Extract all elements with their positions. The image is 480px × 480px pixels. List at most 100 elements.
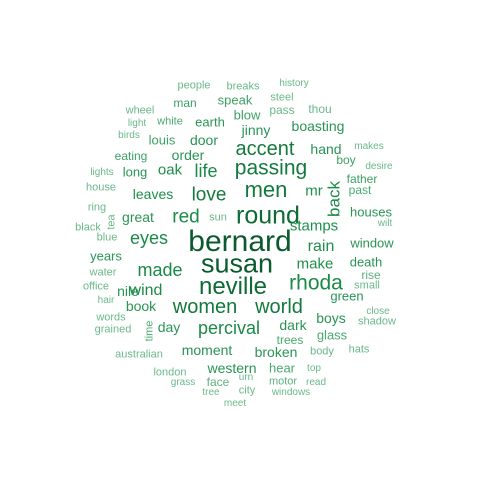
word-long: long xyxy=(122,164,148,180)
word-grass: grass xyxy=(170,377,196,388)
word-leaves: leaves xyxy=(132,186,174,202)
word-tea: tea xyxy=(105,214,118,230)
word-houses: houses xyxy=(350,204,392,220)
word-motor: motor xyxy=(268,375,298,388)
word-body: body xyxy=(310,345,334,358)
word-wilt: wilt xyxy=(377,218,393,229)
word-back: back xyxy=(324,181,344,217)
word-london: london xyxy=(153,366,187,379)
word-small: small xyxy=(354,279,380,292)
word-broken: broken xyxy=(254,344,298,360)
word-city: city xyxy=(238,384,256,397)
word-men: men xyxy=(244,177,288,202)
word-women: women xyxy=(172,296,238,318)
word-people: people xyxy=(177,79,211,92)
word-white: white xyxy=(157,115,183,128)
word-ring: ring xyxy=(87,201,107,214)
word-love: love xyxy=(191,184,227,206)
word-hair: hair xyxy=(97,295,115,306)
word-hear: hear xyxy=(268,360,296,376)
word-green: green xyxy=(330,288,364,304)
word-death: death xyxy=(349,254,383,270)
word-western: western xyxy=(207,360,257,376)
word-read: read xyxy=(305,377,327,388)
word-office: office xyxy=(82,280,110,293)
word-world: world xyxy=(255,296,303,318)
word-house: house xyxy=(86,181,116,194)
word-mr: mr xyxy=(305,182,323,200)
word-nile: nile xyxy=(117,283,139,299)
word-round: round xyxy=(236,201,300,230)
word-order: order xyxy=(171,147,205,163)
word-eating: eating xyxy=(114,149,148,163)
word-black: black xyxy=(75,221,101,234)
word-windows: windows xyxy=(271,387,311,398)
word-eyes: eyes xyxy=(129,228,169,248)
word-red: red xyxy=(172,206,200,228)
word-sun: sun xyxy=(209,211,227,224)
word-door: door xyxy=(189,132,219,148)
word-water: water xyxy=(89,266,117,279)
word-grained: grained xyxy=(94,323,132,336)
word-past: past xyxy=(348,183,372,197)
word-light: light xyxy=(127,118,147,129)
word-bernard: bernard xyxy=(188,225,292,258)
word-birds: birds xyxy=(118,130,140,141)
word-boasting: boasting xyxy=(291,118,345,134)
word-book: book xyxy=(125,298,157,314)
word-father: father xyxy=(346,172,378,186)
word-man: man xyxy=(173,96,197,110)
word-steel: steel xyxy=(270,91,294,104)
word-history: history xyxy=(279,78,309,89)
word-percival: percival xyxy=(197,318,261,338)
word-meet: meet xyxy=(223,398,247,409)
word-great: great xyxy=(122,209,154,225)
word-rise: rise xyxy=(361,268,381,282)
word-jinny: jinny xyxy=(241,122,271,138)
word-glass: glass xyxy=(316,327,348,343)
word-louis: louis xyxy=(148,132,176,148)
word-made: made xyxy=(137,260,183,280)
word-tree: tree xyxy=(202,387,220,398)
word-trees: trees xyxy=(276,333,304,347)
word-neville: neville xyxy=(198,273,268,300)
word-make: make xyxy=(296,255,334,273)
word-makes: makes xyxy=(354,141,384,152)
word-urn: urn xyxy=(238,372,254,383)
word-hand: hand xyxy=(310,141,342,157)
word-dark: dark xyxy=(279,317,307,333)
word-pass: pass xyxy=(269,103,295,117)
word-day: day xyxy=(157,319,181,335)
word-earth: earth xyxy=(195,114,225,130)
word-australian: australian xyxy=(115,348,163,361)
word-thou: thou xyxy=(308,102,332,116)
word-wheel: wheel xyxy=(125,104,155,117)
word-years: years xyxy=(90,248,122,264)
word-boy: boy xyxy=(336,153,356,167)
word-oak: oak xyxy=(157,161,183,179)
word-wind: wind xyxy=(129,282,163,299)
word-accent: accent xyxy=(235,138,295,160)
word-stamps: stamps xyxy=(289,217,339,235)
word-face: face xyxy=(206,375,230,389)
word-moment: moment xyxy=(181,342,233,358)
word-life: life xyxy=(194,161,218,181)
word-desire: desire xyxy=(365,161,393,172)
word-close: close xyxy=(366,306,390,317)
word-words: words xyxy=(96,311,126,324)
word-boys: boys xyxy=(316,310,346,326)
word-susan: susan xyxy=(200,248,274,279)
word-window: window xyxy=(350,235,394,251)
word-speak: speak xyxy=(217,92,253,108)
word-breaks: breaks xyxy=(226,80,260,93)
word-lights: lights xyxy=(90,167,114,178)
word-blue: blue xyxy=(96,231,118,244)
word-hats: hats xyxy=(348,343,370,356)
word-time: time xyxy=(143,320,156,342)
word-passing: passing xyxy=(234,156,308,180)
word-blow: blow xyxy=(233,107,261,123)
word-rhoda: rhoda xyxy=(289,271,343,295)
word-top: top xyxy=(307,363,321,374)
word-shadow: shadow xyxy=(358,315,396,328)
